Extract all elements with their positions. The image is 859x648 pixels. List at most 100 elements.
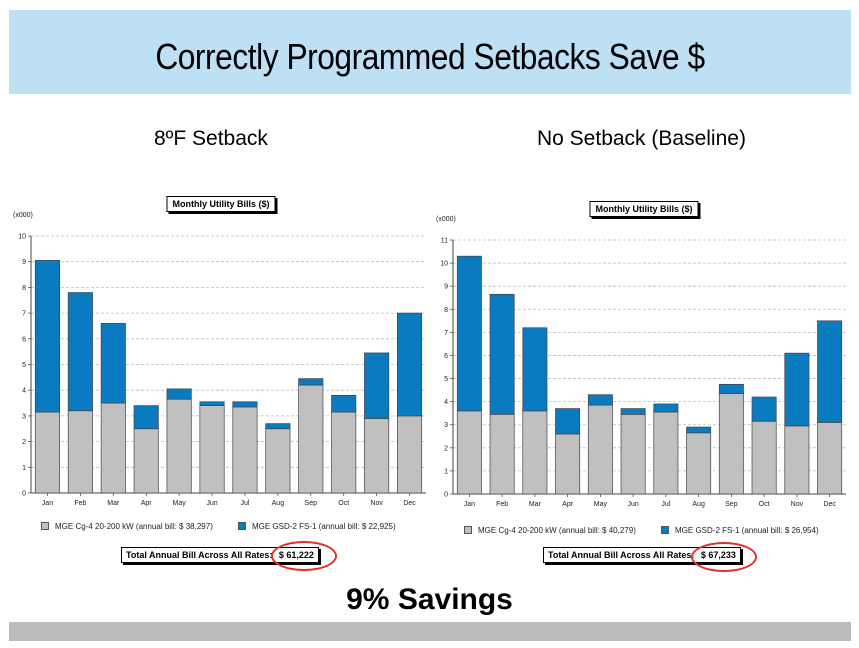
y-tick-label: 7 <box>444 330 448 337</box>
total-label: Total Annual Bill Across All Rates: <box>126 550 273 560</box>
bar-blue-dec <box>817 320 843 423</box>
x-tick-label: Mar <box>529 501 542 508</box>
legend-item-blue: MGE GSD-2 FS-1 (annual bill: $ 22,925) <box>238 522 396 531</box>
panel-left-subtitle: 8ºF Setback <box>154 127 268 150</box>
bar-blue-aug <box>686 426 712 434</box>
bar-blue-nov <box>364 352 390 419</box>
bar-gray-jan <box>456 410 482 495</box>
bar-blue-jul <box>653 403 679 413</box>
y-tick-label: 2 <box>22 439 26 446</box>
bar-blue-apr <box>133 405 159 430</box>
bar-blue-oct <box>751 396 777 422</box>
x-tick-label: Feb <box>74 500 86 507</box>
x-tick-label: Jan <box>42 500 53 507</box>
y-tick-label: 8 <box>444 307 448 314</box>
y-tick-label: 11 <box>441 238 448 245</box>
bar-blue-dec <box>397 312 423 417</box>
x-tick-label: Apr <box>562 501 574 508</box>
y-tick-label: 6 <box>22 336 26 343</box>
x-tick-label: May <box>594 501 608 508</box>
bar-blue-feb <box>67 292 93 412</box>
y-tick-label: 1 <box>22 465 26 472</box>
legend-item-gray: MGE Cg-4 20-200 kW (annual bill: $ 40,27… <box>464 526 636 535</box>
legend-swatch-gray <box>464 526 472 534</box>
y-tick-label: 7 <box>22 311 26 318</box>
x-tick-label: Aug <box>692 501 705 508</box>
panel-right-subtitle: No Setback (Baseline) <box>537 127 746 150</box>
bar-blue-apr <box>555 408 581 435</box>
savings-callout: 9% Savings <box>346 583 513 616</box>
x-tick-label: Dec <box>823 501 836 508</box>
x-tick-label: Dec <box>403 500 416 507</box>
bar-blue-sep <box>718 383 744 394</box>
legend-swatch-blue <box>661 526 669 534</box>
chart-left-title: Monthly Utility Bills ($) <box>166 196 276 212</box>
bar-gray-may <box>166 398 192 494</box>
bar-gray-jun <box>199 405 225 494</box>
y-tick-label: 4 <box>22 388 26 395</box>
x-tick-label: Nov <box>370 500 383 507</box>
legend-swatch-blue <box>238 522 246 530</box>
chart-left-unit-label: (x000) <box>13 212 33 219</box>
chart-right-title: Monthly Utility Bills ($) <box>589 201 699 217</box>
bar-gray-oct <box>751 420 777 495</box>
bar-gray-dec <box>817 422 843 495</box>
x-tick-label: Oct <box>338 500 349 507</box>
y-tick-label: 3 <box>22 413 26 420</box>
bar-gray-nov <box>364 418 390 494</box>
x-tick-label: Jun <box>206 500 217 507</box>
x-tick-label: Feb <box>496 501 508 508</box>
x-tick-label: May <box>173 500 187 507</box>
y-tick-label: 1 <box>444 468 448 475</box>
footer-bar <box>9 622 851 641</box>
legend-label-blue: MGE GSD-2 FS-1 (annual bill: $ 26,954) <box>675 526 819 535</box>
bar-gray-may <box>587 404 613 495</box>
legend-item-blue: MGE GSD-2 FS-1 (annual bill: $ 26,954) <box>661 526 819 535</box>
bar-gray-aug <box>686 432 712 495</box>
chart-left-legend: MGE Cg-4 20-200 kW (annual bill: $ 38,29… <box>41 522 441 534</box>
x-tick-label: Aug <box>272 500 285 507</box>
y-tick-label: 3 <box>444 422 448 429</box>
bar-gray-feb <box>489 413 515 495</box>
bar-blue-sep <box>298 378 324 386</box>
legend-label-gray: MGE Cg-4 20-200 kW (annual bill: $ 40,27… <box>478 526 636 535</box>
bar-gray-jul <box>653 411 679 495</box>
chart-right-legend: MGE Cg-4 20-200 kW (annual bill: $ 40,27… <box>464 526 859 538</box>
legend-label-gray: MGE Cg-4 20-200 kW (annual bill: $ 38,29… <box>55 522 213 531</box>
bar-blue-jun <box>199 401 225 406</box>
y-tick-label: 10 <box>440 261 448 268</box>
x-tick-label: Jul <box>661 501 670 508</box>
chart-right-unit-label: (x000) <box>436 216 456 223</box>
total-label: Total Annual Bill Across All Rates: <box>548 550 695 560</box>
bar-blue-jun <box>620 408 646 415</box>
y-tick-label: 9 <box>22 259 26 266</box>
legend-item-gray: MGE Cg-4 20-200 kW (annual bill: $ 38,29… <box>41 522 213 531</box>
bar-gray-aug <box>265 428 291 494</box>
x-tick-label: Jan <box>464 501 475 508</box>
y-tick-label: 6 <box>444 353 448 360</box>
bar-gray-oct <box>331 411 357 494</box>
x-tick-label: Nov <box>791 501 804 508</box>
y-tick-label: 2 <box>444 445 448 452</box>
y-tick-label: 10 <box>18 234 26 241</box>
legend-swatch-gray <box>41 522 49 530</box>
highlight-circle <box>271 541 337 571</box>
x-tick-label: Jul <box>240 500 249 507</box>
bar-blue-oct <box>331 394 357 413</box>
y-tick-label: 0 <box>444 492 448 499</box>
bar-blue-jul <box>232 401 258 408</box>
bar-blue-jan <box>456 255 482 412</box>
slide-title: Correctly Programmed Setbacks Save $ <box>155 36 705 77</box>
x-tick-label: Mar <box>107 500 120 507</box>
bar-blue-nov <box>784 352 810 427</box>
title-banner: Correctly Programmed Setbacks Save $ <box>9 10 851 94</box>
bar-gray-nov <box>784 425 810 495</box>
bar-blue-jan <box>34 260 60 413</box>
bar-blue-mar <box>522 327 548 412</box>
bar-blue-aug <box>265 423 291 430</box>
y-tick-label: 5 <box>444 376 448 383</box>
x-tick-label: Sep <box>305 500 318 507</box>
bar-blue-mar <box>100 323 126 404</box>
